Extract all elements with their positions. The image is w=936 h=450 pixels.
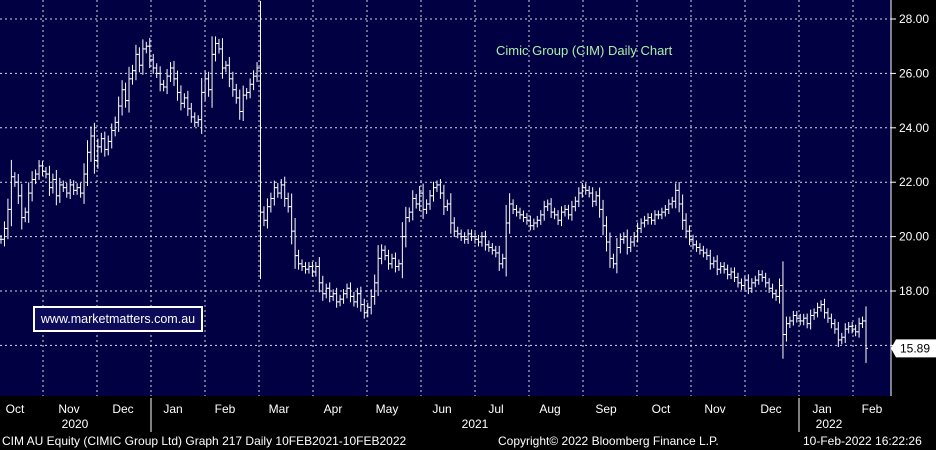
x-month-label: Oct [6,402,25,416]
price-bars [0,0,868,363]
x-month-label: Feb [215,402,236,416]
x-month-label: Dec [760,402,781,416]
x-month-label: Jul [488,402,503,416]
chart-title: Cimic Group (CIM) Daily Chart [496,43,673,58]
plot-area [0,0,891,396]
footer-copyright: Copyright© 2022 Bloomberg Finance L.P. [498,434,719,448]
x-month-label: Aug [539,402,560,416]
x-month-label: Nov [58,402,79,416]
x-month-label: Jan [163,402,182,416]
last-price-label: 15.89 [900,341,930,355]
x-year-label: 2022 [816,417,843,431]
x-month-label: May [376,402,399,416]
y-tick-label: 22.00 [899,175,929,189]
y-tick-label: 24.00 [899,121,929,135]
x-month-label: Dec [112,402,133,416]
y-tick-label: 28.00 [899,12,929,26]
x-year-label: 2020 [62,417,89,431]
watermark-link[interactable]: www.marketmatters.com.au [33,306,203,332]
y-tick-label: 26.00 [899,66,929,80]
x-month-label: Oct [652,402,671,416]
x-month-label: Sep [595,402,617,416]
x-month-label: Jan [812,402,831,416]
y-tick-label: 18.00 [899,284,929,298]
gridlines [0,0,891,396]
y-tick-label: 20.00 [899,230,929,244]
x-month-label: Nov [704,402,725,416]
x-axis: Oct Nov Dec Jan Feb Mar Apr May Jun Jul Aug Sep Oct N… [6,398,883,432]
y-axis-panel [891,0,936,432]
x-axis-panel [0,396,891,432]
last-price-marker [891,339,936,358]
last-price-tag: 15.89 [891,339,936,358]
footer-security: CIM AU Equity (CIMIC Group Ltd) Graph 21… [2,434,407,448]
x-month-label: Apr [324,402,343,416]
y-axis: 28.00 26.00 24.00 22.00 20.00 18.00 [890,0,929,396]
x-month-label: Jun [432,402,451,416]
x-year-label: 2021 [462,417,489,431]
x-month-label: Feb [862,402,883,416]
footer-timestamp: 10-Feb-2022 16:22:26 [803,434,922,448]
x-month-label: Mar [269,402,290,416]
ohlc-bar [864,306,868,363]
